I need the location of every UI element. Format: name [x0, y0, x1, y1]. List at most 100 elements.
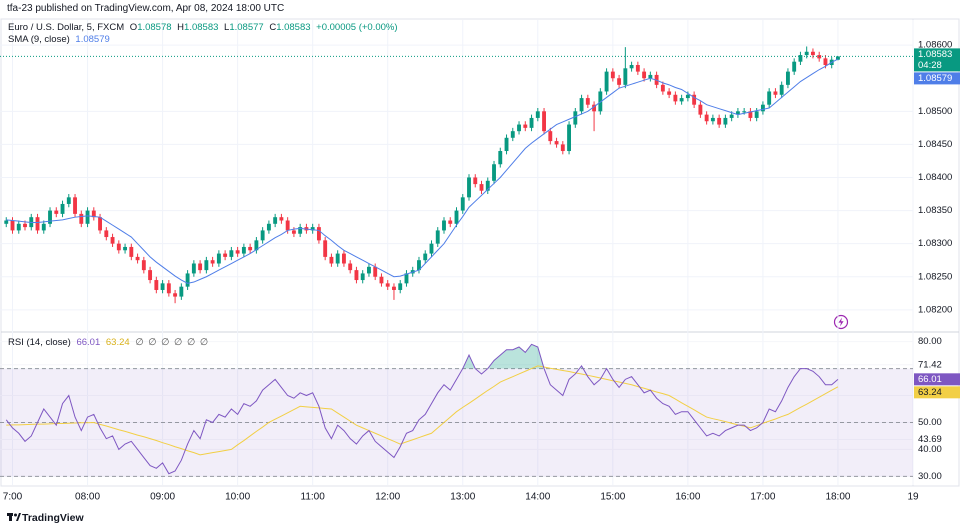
candle-body [341, 253, 346, 264]
change: +0.00005 (+0.00%) [316, 22, 398, 33]
candle-body [66, 197, 71, 204]
candle-body [585, 98, 590, 105]
y-tick-label: 1.08500 [918, 106, 952, 117]
rsi-tick-label: 50.00 [918, 417, 942, 428]
rsi-line [5, 343, 839, 475]
candle-body [285, 220, 290, 231]
candle-body [216, 253, 221, 264]
candle-body [804, 51, 809, 56]
candle-body [773, 91, 778, 95]
candle-body [823, 58, 828, 65]
x-tick-label: 14:00 [525, 492, 550, 503]
candle-body [116, 243, 121, 251]
candle-body [85, 210, 90, 224]
grid [0, 20, 914, 485]
brand: TradingView [22, 512, 84, 524]
candle-body [573, 111, 578, 125]
symbol-title: Euro / U.S. Dollar, 5, FXCM [8, 22, 125, 33]
candle-body [73, 197, 77, 214]
candle-body [54, 210, 59, 214]
publisher-line: tfa-23 published on TradingView.com, Apr… [7, 3, 285, 14]
rsi-value: 66.01 [76, 337, 101, 348]
candle-body [729, 114, 734, 118]
candle-body [135, 256, 140, 261]
candle-body [473, 177, 478, 185]
candle-body [404, 273, 409, 284]
candle-body [442, 220, 446, 231]
sma-legend[interactable]: SMA (9, close) 1.08579 [8, 34, 113, 45]
rsi-bands [0, 368, 913, 477]
rsi-badge [914, 373, 960, 386]
x-tick-label: 11:00 [301, 492, 326, 503]
candle-body [360, 273, 365, 281]
last-price-badge [914, 48, 960, 72]
candle-body [398, 283, 403, 290]
candle-body [123, 246, 128, 251]
candle-body [35, 217, 40, 231]
candle-body [91, 210, 96, 218]
rsi-tick-label: 80.00 [918, 336, 942, 347]
ohlc-value: 1.08583 [276, 22, 311, 33]
x-tick-label: 7:00 [3, 492, 23, 503]
candle-body [379, 276, 384, 284]
candle-body [260, 230, 265, 241]
ohlc-value: 1.08577 [229, 22, 264, 33]
candle-body [704, 114, 709, 122]
candle-body [248, 246, 253, 251]
candle-body [323, 240, 328, 257]
candle-body [798, 55, 803, 62]
logo-part [14, 513, 17, 517]
candle-body [429, 243, 434, 254]
candle-body [542, 111, 546, 132]
candle-body [604, 71, 609, 92]
candle-body [129, 246, 134, 257]
candle-body [617, 78, 622, 85]
logo-part [9, 513, 12, 521]
candle-body [610, 71, 615, 79]
sma-badge-label: 1.08579 [918, 73, 952, 84]
rsi-tick-label: 43.69 [918, 434, 942, 445]
x-tick-label: 19 [907, 492, 919, 503]
rsi-legend[interactable]: RSI (14, close) 66.01 63.24 ∅ ∅ ∅ ∅ ∅ ∅ [8, 337, 212, 348]
ohlc-key: L [224, 22, 230, 33]
candle-body [392, 286, 396, 290]
candle-body [548, 131, 553, 142]
candle-body [198, 263, 203, 271]
candle-body [148, 270, 153, 281]
candle-body [567, 124, 572, 152]
last-price-label: 1.08583 [918, 49, 952, 60]
logo-part [16, 513, 21, 521]
x-tick-label: 09:00 [150, 492, 175, 503]
candle-body [748, 111, 753, 118]
candle-body [498, 151, 503, 165]
candle-body [179, 286, 184, 297]
candle-body [310, 227, 315, 231]
candle-body [467, 177, 471, 198]
candle-body [335, 253, 340, 264]
candle-body [10, 220, 15, 231]
candle-body [754, 111, 759, 118]
candle-body [266, 223, 271, 231]
candle-body [642, 71, 647, 79]
candle-body [204, 260, 209, 271]
candle-body [523, 124, 528, 128]
rsi-badge-label: 63.24 [918, 387, 942, 398]
candle-body [254, 240, 259, 251]
candle-body [385, 283, 390, 287]
candle-body [779, 84, 784, 95]
candle-body [760, 104, 765, 112]
y-tick-label: 1.08450 [918, 139, 952, 150]
candle-body [679, 98, 684, 102]
candle-body [623, 68, 628, 85]
alert-icon[interactable] [833, 314, 849, 330]
candle-body [191, 263, 196, 274]
rsi-tick-label: 40.00 [918, 444, 942, 455]
rsi-badge [914, 386, 960, 399]
candle-body [223, 253, 228, 257]
x-tick-label: 13:00 [450, 492, 475, 503]
rsi-badge-label: 66.01 [918, 374, 942, 385]
rsi-tick-label: 30.00 [918, 471, 942, 482]
candle-body [298, 227, 303, 234]
ohlc-value: 1.08583 [184, 22, 219, 33]
